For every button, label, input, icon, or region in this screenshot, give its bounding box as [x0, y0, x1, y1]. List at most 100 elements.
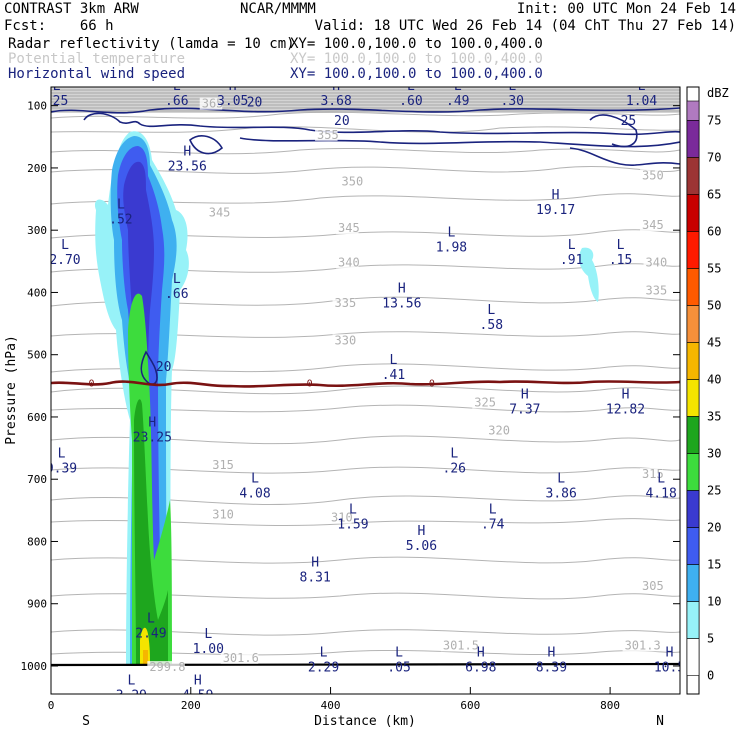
theta-label-bg [332, 296, 356, 309]
theta-label-bg [336, 256, 359, 269]
field-name-theta: Potential temperature [8, 51, 185, 67]
wind-contour-label: 20 [334, 114, 350, 129]
x-tick-label: 800 [600, 699, 620, 712]
colorbar-label: 30 [707, 446, 721, 460]
colorbar-swatch-65 [686, 157, 700, 195]
extremum-value: 3.05 [217, 94, 248, 109]
extremum-marker: L [489, 502, 497, 517]
colorbar-label: 15 [707, 557, 721, 571]
org-label: NCAR/MMMM [240, 1, 316, 17]
extremum-marker: L [173, 79, 181, 94]
theta-label: 335 [646, 283, 668, 297]
theta-label: 355 [317, 128, 339, 142]
y-tick-label: 100 [27, 100, 47, 113]
theta-label-bg [472, 396, 495, 409]
theta-label: 340 [646, 255, 668, 269]
theta-label-bg [199, 97, 223, 110]
extremum-value: 3.86 [546, 486, 577, 501]
wind-label-layer: 20 20 25 20 [156, 96, 636, 376]
extremum-value: 23.25 [133, 430, 172, 445]
theta-label-bg [206, 206, 230, 219]
y-tick-label: 200 [27, 162, 47, 175]
colorbar: 0 5 10 15 20 25 30 35 40 45 50 55 60 65 70 75 dBZ [686, 86, 729, 695]
colorbar-unit: dBZ [707, 86, 729, 100]
y-tick-label: 700 [27, 473, 47, 486]
freezing-level-label: 0 [89, 379, 95, 390]
theta-label: 330 [335, 333, 357, 347]
theta-label: 315 [642, 467, 664, 481]
colorbar-label: 0 [707, 668, 714, 682]
extremum-marker: L [390, 353, 398, 368]
extremum-marker: L [557, 471, 565, 486]
theta-label: 345 [209, 206, 231, 220]
theta-label-bg [640, 468, 663, 481]
theta-label-bg [640, 169, 663, 182]
extremum-value: .74 [481, 517, 505, 532]
x-tick-label: 0 [48, 699, 55, 712]
extremum-value: .60 [399, 94, 422, 109]
theta-label: 325 [474, 396, 496, 410]
extremum-marker: L [53, 79, 61, 94]
y-tick-label: 1000 [21, 660, 48, 673]
extremum-value: .91 [560, 253, 583, 268]
init-time: Init: 00 UTC Mon 24 Feb 14 [517, 1, 736, 17]
extremum-value: .52 [109, 212, 132, 227]
extremum-marker: L [657, 471, 665, 486]
extremum-marker: L [407, 79, 415, 94]
extremum-value: 1.59 [337, 517, 368, 532]
extremum-marker: L [173, 272, 181, 287]
colorbar-label: 40 [707, 372, 721, 386]
extremum-marker: L [638, 79, 646, 94]
extremum-marker: L [487, 303, 495, 318]
extremum-value: .66 [165, 287, 188, 302]
extremum-value: 1.98 [436, 240, 467, 255]
theta-label-bg [643, 256, 667, 269]
extremum-marker: H [148, 415, 156, 430]
theta-label: 301.5 [443, 638, 479, 652]
colorbar-label: 10 [707, 594, 721, 608]
freezing-level-label: 0 [429, 379, 435, 390]
extremum-value: 19.17 [536, 203, 575, 218]
extrema-layer: L.25L.66H3.05H3.68L.60L.49L.30L1.04H23.5… [51, 79, 680, 694]
theta-label-bg [210, 508, 233, 521]
field-xy-wind: XY= 100.0,100.0 to 100.0,400.0 [290, 66, 543, 82]
extremum-value: .15 [609, 253, 632, 268]
extremum-marker: L [204, 627, 212, 642]
extremum-marker: H [229, 79, 237, 94]
colorbar-swatch-40 [686, 342, 700, 380]
theta-label-bg [315, 128, 338, 141]
extremum-value: 12.82 [606, 402, 645, 417]
colorbar-label: 5 [707, 631, 714, 645]
field-xy-reflectivity: XY= 100.0,100.0 to 100.0,400.0 [290, 36, 543, 52]
freezing-label-layer: 0 0 0 [89, 379, 435, 390]
theta-label: 335 [335, 296, 357, 310]
x-axis-label: Distance (km) [314, 714, 416, 729]
colorbar-label: 20 [707, 520, 721, 534]
colorbar-swatch-0 [686, 638, 700, 676]
x-axis-start-label: S [82, 714, 90, 729]
terrain-line [51, 662, 680, 667]
y-tick-label: 400 [27, 286, 47, 299]
reflectivity-5dbz-isolated [579, 247, 599, 302]
colorbar-swatch-25 [686, 453, 700, 491]
theta-label: 350 [642, 168, 664, 182]
extremum-value: 13.56 [382, 296, 421, 311]
colorbar-swatch-60 [686, 194, 700, 232]
extremum-marker: H [622, 387, 630, 402]
theta-label-bg [147, 661, 185, 674]
field-name-reflectivity: Radar reflectivity (lamda = 10 cm) [8, 36, 295, 52]
extremum-marker: L [568, 238, 576, 253]
colorbar-swatch-45 [686, 305, 700, 343]
extremum-marker: L [349, 502, 357, 517]
colorbar-label: 25 [707, 483, 721, 497]
freezing-level-line [51, 380, 680, 388]
field-name-wind: Horizontal wind speed [8, 66, 185, 82]
x-tick-label: 400 [321, 699, 341, 712]
extremum-marker: L [617, 238, 625, 253]
theta-label: 320 [488, 424, 510, 438]
extremum-value: 6.98 [465, 661, 496, 676]
extremum-value: 5.06 [406, 539, 437, 554]
colorbar-swatch-35 [686, 379, 700, 417]
